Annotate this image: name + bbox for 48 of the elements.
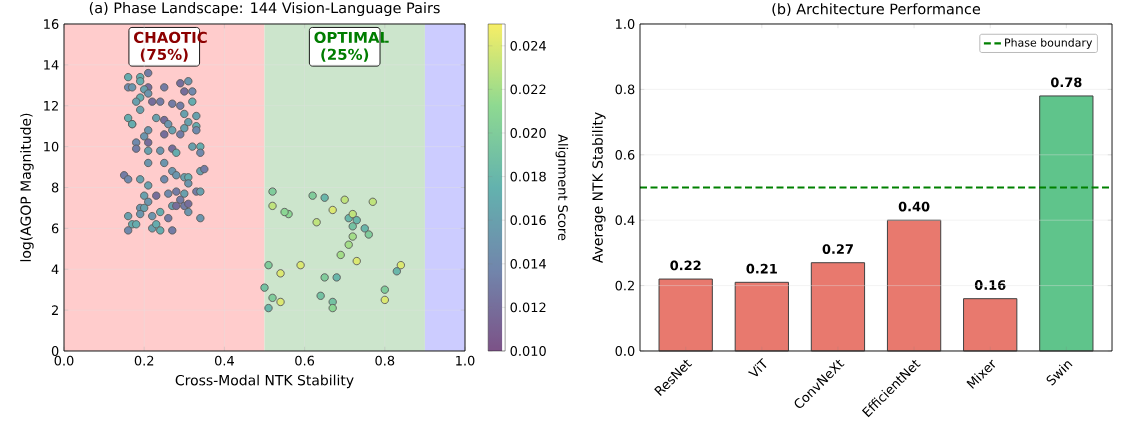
color-bar-label: 0.010	[510, 346, 546, 356]
color-bar-title: Alignment Score	[555, 134, 569, 241]
y-tick-label: 16	[44, 19, 59, 29]
y-tick-label: 4	[51, 264, 59, 274]
x-tick-label: ViT	[747, 357, 767, 377]
y-axis-title: Average NTK Stability	[592, 112, 606, 264]
y-tick-label: 8	[51, 182, 59, 193]
data-label: 0.27	[822, 244, 853, 254]
y-tick-label: 0.4	[615, 215, 635, 226]
bar	[734, 281, 789, 352]
x-tick-label: 0.8	[375, 355, 395, 366]
bar	[658, 278, 713, 352]
x-tick-label: 0.4	[214, 355, 234, 366]
x-axis-title: Cross-Modal NTK Stability	[175, 374, 354, 389]
x-tick-label: 0.2	[134, 355, 154, 366]
y-tick-label: 0.6	[615, 149, 635, 160]
y-tick-label: 6	[51, 223, 59, 234]
y-tick-label: 0.2	[615, 280, 634, 291]
chart-title: (b) Architecture Performance	[772, 3, 981, 17]
chart-title: (a) Phase Landscape: 144 Vision-Language Pairs	[89, 2, 440, 17]
data-label: 0.16	[974, 280, 1006, 290]
y-tick-label: 14	[44, 60, 59, 70]
color-bar-label: 0.014	[510, 258, 546, 269]
bar	[963, 298, 1018, 352]
bar	[886, 219, 942, 352]
legend-label: Phase boundary	[1005, 38, 1093, 49]
y-tick-label: 2	[51, 305, 58, 315]
color-bar-label: 0.022	[510, 84, 546, 95]
x-tick-label: 1.0	[456, 355, 475, 366]
y-tick-label: 0.8	[615, 84, 635, 95]
color-bar-label: 0.016	[510, 215, 546, 226]
y-tick-label: 10	[44, 141, 59, 152]
color-bar-label: 0.012	[510, 302, 546, 313]
color-bar-label: 0.024	[510, 40, 546, 51]
x-tick-label: 0.6	[295, 355, 315, 366]
data-label: 0.40	[898, 201, 930, 212]
y-tick-label: 12	[44, 100, 58, 111]
bar	[1039, 95, 1094, 352]
color-bar-label: 0.018	[510, 171, 546, 182]
bar	[810, 262, 866, 352]
y-tick-label: 0	[51, 346, 59, 356]
data-label: 0.78	[1050, 77, 1082, 88]
data-label: 0.22	[670, 260, 701, 271]
color-bar-label: 0.020	[510, 128, 546, 138]
y-axis-title: log(AGOP Magnitude)	[20, 113, 34, 262]
data-label: 0.21	[746, 263, 777, 274]
y-tick-label: 1.0	[616, 19, 635, 29]
y-tick-label: 0.0	[615, 346, 635, 356]
